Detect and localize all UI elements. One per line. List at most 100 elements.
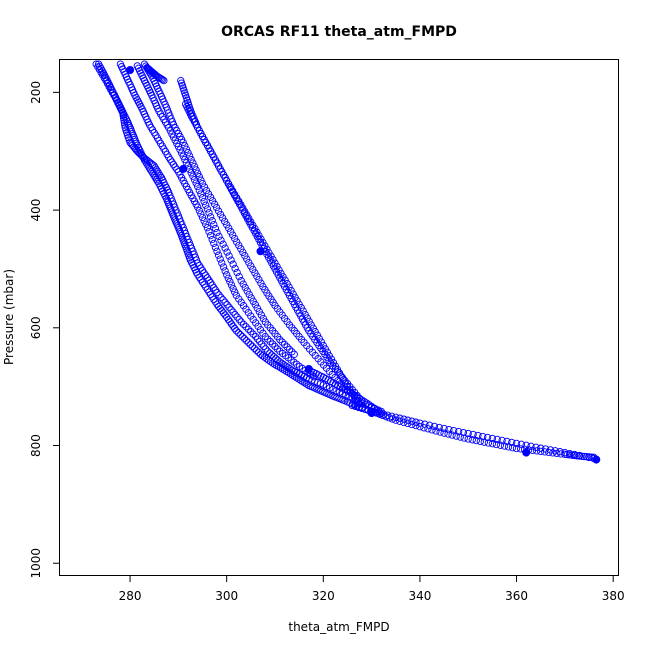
data-point	[580, 452, 588, 461]
data-point	[200, 269, 208, 277]
data-point	[450, 426, 458, 435]
dense-data-point	[126, 66, 135, 75]
x-tick-label: 280	[119, 589, 142, 603]
data-point	[445, 425, 453, 434]
data-point	[214, 302, 223, 311]
data-point	[496, 441, 505, 449]
data-point	[120, 119, 129, 127]
data-point	[285, 345, 294, 354]
data-point	[218, 214, 227, 222]
x-tick-label: 360	[505, 589, 528, 603]
data-point	[223, 248, 231, 256]
data-point	[392, 413, 400, 421]
data-point	[361, 405, 369, 414]
data-point	[211, 243, 220, 252]
dense-data-point	[256, 247, 265, 256]
dense-data-point	[522, 448, 531, 457]
data-point	[266, 337, 274, 346]
data-point	[243, 255, 251, 263]
data-point	[206, 193, 215, 201]
y-tick-label: 400	[29, 199, 43, 222]
data-point	[235, 272, 243, 281]
data-point	[537, 444, 545, 452]
data-point	[235, 315, 243, 324]
data-point	[195, 186, 203, 194]
data-point	[276, 335, 284, 344]
data-point	[200, 183, 209, 191]
data-point	[202, 201, 210, 209]
data-point	[252, 346, 261, 355]
data-point	[119, 109, 127, 117]
plot-frame	[59, 59, 619, 576]
data-point	[358, 404, 366, 413]
data-point	[221, 267, 229, 275]
data-point	[159, 76, 167, 84]
x-axis: 280 300 320 340 360 380	[119, 575, 625, 603]
data-point	[206, 231, 215, 240]
data-point	[440, 429, 448, 437]
data-point	[120, 116, 128, 124]
data-point	[233, 313, 241, 321]
data-point	[264, 335, 272, 343]
data-point	[203, 224, 212, 232]
data-point	[250, 344, 259, 353]
data-point	[219, 263, 228, 271]
data-point	[189, 159, 197, 167]
data-point	[215, 291, 223, 299]
data-point	[469, 430, 477, 439]
data-point	[283, 343, 291, 351]
data-point	[484, 439, 493, 447]
data-point	[537, 447, 545, 456]
data-point	[517, 440, 526, 448]
data-point	[198, 194, 207, 202]
data-point	[160, 76, 168, 85]
data-point	[226, 278, 234, 286]
data-point	[468, 436, 476, 444]
data-point	[416, 419, 424, 427]
data-point	[412, 421, 420, 430]
data-point	[400, 415, 408, 423]
data-point	[214, 251, 223, 259]
data-point	[483, 433, 492, 442]
data-point	[213, 228, 221, 237]
data-point	[404, 419, 412, 428]
data-point	[218, 259, 226, 267]
x-tick-label: 380	[602, 589, 625, 603]
data-point	[448, 431, 456, 439]
data-point	[239, 320, 248, 329]
data-point	[223, 301, 231, 309]
data-point	[231, 234, 239, 243]
data-point	[255, 276, 263, 284]
data-point	[242, 336, 251, 345]
data-point	[474, 431, 482, 440]
data-point	[421, 420, 429, 428]
data-point	[169, 160, 178, 169]
chart-title: ORCAS RF11 theta_atm_FMPD	[221, 24, 457, 40]
data-point	[249, 330, 257, 338]
data-point	[400, 418, 408, 427]
data-point	[212, 203, 221, 212]
data-point	[184, 149, 192, 157]
data-point	[566, 449, 574, 458]
data-point	[194, 203, 202, 211]
data-point	[216, 304, 224, 313]
x-axis-label: theta_atm_FMPD	[288, 620, 389, 634]
data-point	[249, 265, 257, 274]
data-point	[527, 442, 535, 450]
data-point	[348, 401, 356, 410]
data-point	[472, 436, 480, 445]
data-points	[92, 60, 601, 464]
data-point	[454, 427, 463, 436]
data-point	[221, 244, 229, 252]
data-point	[408, 417, 416, 425]
data-point	[425, 421, 434, 429]
data-point	[396, 417, 404, 425]
data-point	[221, 311, 229, 319]
data-point	[179, 138, 187, 147]
data-point	[119, 111, 127, 120]
data-point	[246, 340, 255, 349]
data-point	[412, 418, 420, 426]
data-point	[202, 283, 210, 291]
data-point	[219, 240, 227, 248]
data-point	[200, 197, 208, 206]
